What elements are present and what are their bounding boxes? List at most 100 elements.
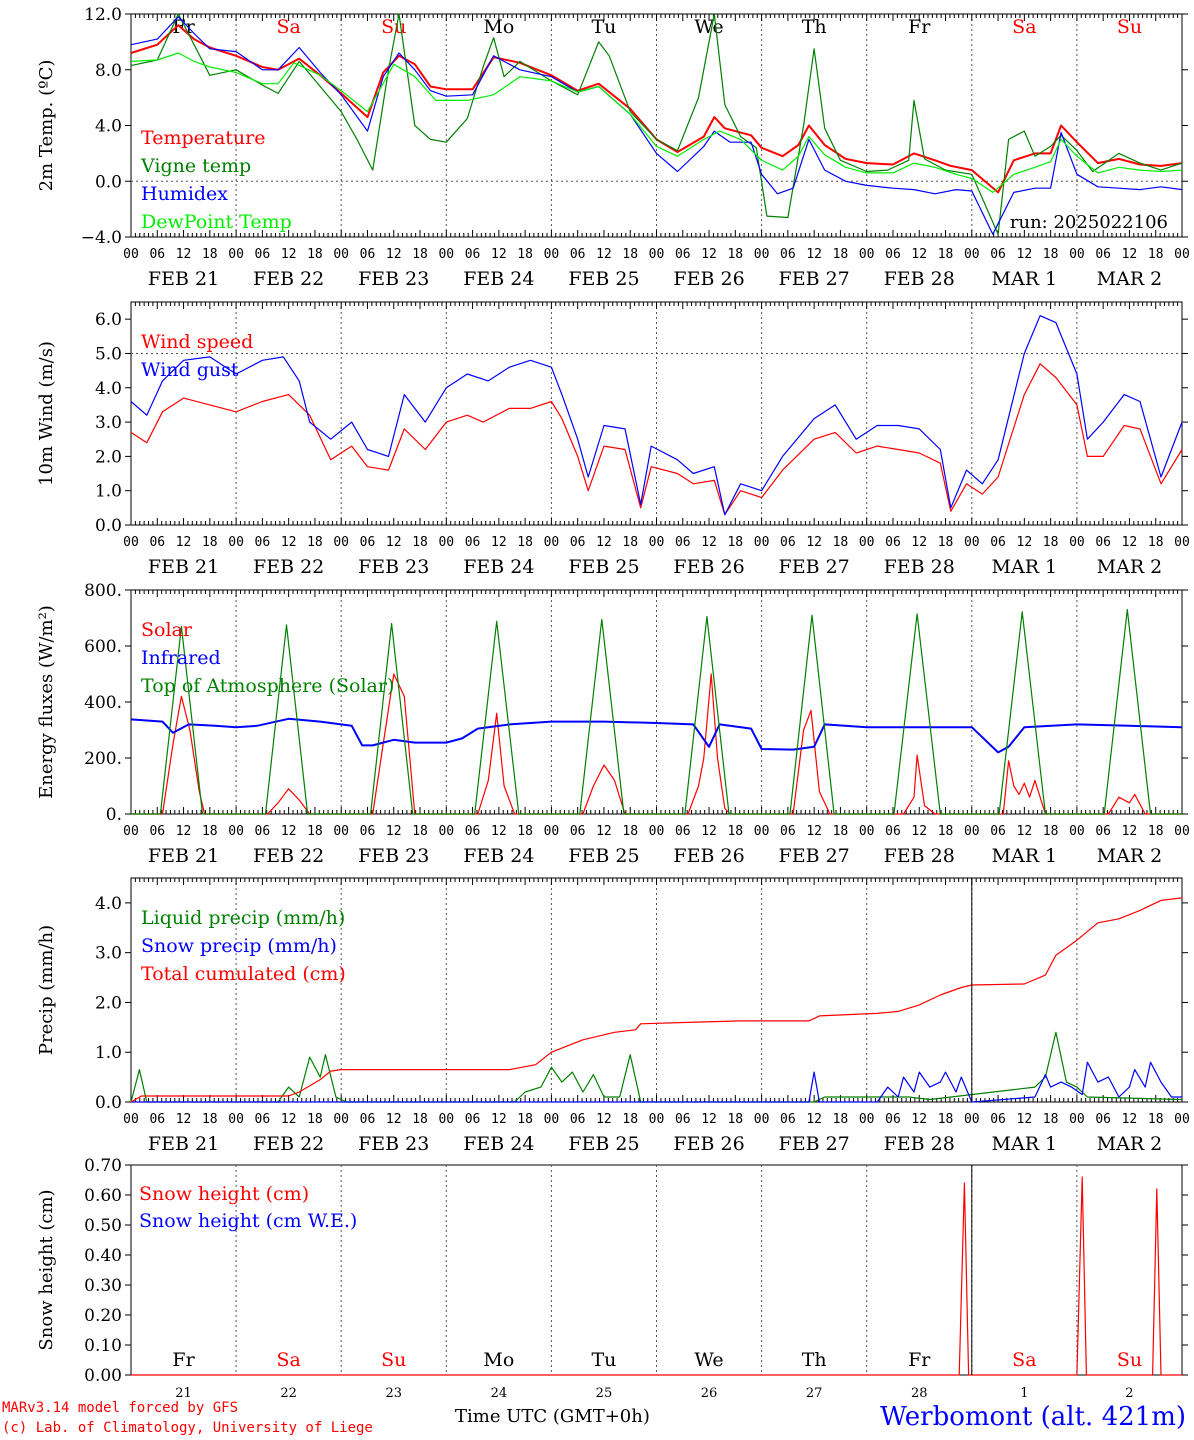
wind-date-label: MAR 1 [992, 556, 1058, 578]
precip-hour-label: 00 [964, 1112, 980, 1127]
temperature-hour-label: 00 [438, 247, 454, 262]
precip-series-line [130, 1031, 1183, 1103]
energy-ylabel: Energy fluxes (W/m²) [36, 605, 57, 799]
temperature-hour-label: 18 [307, 247, 323, 262]
precip-hour-label: 06 [1095, 1112, 1111, 1127]
energy-ytick-label: 600. [84, 637, 122, 657]
energy-hour-label: 18 [622, 824, 638, 839]
precip-date-label: FEB 24 [463, 1133, 534, 1155]
energy-hour-label: 06 [255, 824, 271, 839]
precip-hour-label: 18 [412, 1112, 428, 1127]
temperature-day-label: Fr [908, 16, 931, 38]
snow-day-number: 23 [385, 1386, 402, 1401]
snow-ytick-label: 0.70 [84, 1156, 122, 1176]
temperature-hour-label: 18 [833, 247, 849, 262]
precip-hour-label: 18 [307, 1112, 323, 1127]
temperature-date-label: FEB 27 [779, 268, 850, 290]
energy-date-label: FEB 23 [358, 845, 429, 867]
temperature-hour-label: 06 [885, 247, 901, 262]
temperature-ytick-label: −4.0 [81, 228, 122, 248]
wind-hour-label: 18 [938, 535, 954, 550]
precip-legend-entry: Total cumulated (cm) [141, 963, 346, 985]
energy-date-label: MAR 1 [992, 845, 1058, 867]
temperature-hour-label: 12 [176, 247, 192, 262]
energy-hour-label: 12 [281, 824, 297, 839]
precip-hour-label: 00 [859, 1112, 875, 1127]
energy-hour-label: 00 [123, 824, 139, 839]
wind-hour-label: 12 [1122, 535, 1138, 550]
temperature-hour-label: 18 [1148, 247, 1164, 262]
temperature-hour-label: 06 [675, 247, 691, 262]
wind-ytick-label: 5.0 [95, 344, 122, 364]
snow-day-label: Sa [276, 1349, 300, 1371]
precip-hour-label: 18 [938, 1112, 954, 1127]
temperature-hour-label: 12 [596, 247, 612, 262]
precip-date-label: MAR 1 [992, 1133, 1058, 1155]
temperature-hour-label: 00 [1069, 247, 1085, 262]
temperature-legend-entry: Humidex [141, 183, 228, 205]
lab-credit: (c) Lab. of Climatology, University of L… [2, 1420, 373, 1436]
energy-hour-label: 18 [1043, 824, 1059, 839]
precip-hour-label: 12 [281, 1112, 297, 1127]
energy-hour-label: 06 [885, 824, 901, 839]
precip-hour-label: 12 [701, 1112, 717, 1127]
temperature-hour-label: 06 [255, 247, 271, 262]
temperature-legend-entry: Vigne temp [140, 155, 251, 177]
temperature-hour-label: 12 [386, 247, 402, 262]
temperature-day-label: Sa [1012, 16, 1036, 38]
temperature-hour-label: 06 [360, 247, 376, 262]
energy-hour-label: 18 [202, 824, 218, 839]
energy-hour-label: 18 [833, 824, 849, 839]
wind-hour-label: 00 [964, 535, 980, 550]
snow-day-number: 27 [806, 1386, 823, 1401]
wind-legend-entry: Wind gust [141, 359, 239, 381]
precip-hour-label: 06 [570, 1112, 586, 1127]
precip-hour-label: 12 [1122, 1112, 1138, 1127]
precip-hour-label: 18 [517, 1112, 533, 1127]
wind-hour-label: 00 [859, 535, 875, 550]
precip-series-line [131, 1061, 1182, 1103]
precip-hour-label: 12 [596, 1112, 612, 1127]
wind-hour-label: 18 [1148, 535, 1164, 550]
wind-hour-label: 12 [281, 535, 297, 550]
precip-hour-label: 06 [885, 1112, 901, 1127]
snow-ytick-label: 0.30 [84, 1276, 122, 1296]
wind-hour-label: 18 [517, 535, 533, 550]
snow-ytick-label: 0.00 [84, 1366, 122, 1386]
temperature-date-label: FEB 26 [673, 268, 744, 290]
temperature-hour-label: 12 [281, 247, 297, 262]
precip-date-label: FEB 23 [358, 1133, 429, 1155]
precip-hour-label: 00 [228, 1112, 244, 1127]
precip-legend-entry: Liquid precip (mm/h) [141, 907, 345, 929]
energy-hour-label: 18 [517, 824, 533, 839]
precip-date-label: FEB 27 [779, 1133, 850, 1155]
temperature-hour-label: 00 [544, 247, 560, 262]
temperature-hour-label: 06 [1095, 247, 1111, 262]
energy-hour-label: 00 [649, 824, 665, 839]
snow-day-number: 21 [175, 1386, 192, 1401]
temperature-hour-label: 00 [228, 247, 244, 262]
temperature-day-label: Fr [172, 16, 195, 38]
temperature-hour-label: 00 [964, 247, 980, 262]
precip-series-line [130, 897, 1183, 1103]
temperature-hour-label: 18 [412, 247, 428, 262]
wind-hour-label: 00 [1174, 535, 1190, 550]
snow-day-label: Fr [172, 1349, 195, 1371]
temperature-date-label: FEB 25 [568, 268, 639, 290]
energy-date-label: FEB 27 [779, 845, 850, 867]
precip-ytick-label: 1.0 [95, 1043, 122, 1063]
temperature-legend-entry: Temperature [141, 127, 265, 149]
temperature-hour-label: 06 [780, 247, 796, 262]
precip-hour-label: 00 [1174, 1112, 1190, 1127]
precip-hour-label: 18 [727, 1112, 743, 1127]
temperature-hour-label: 18 [622, 247, 638, 262]
precip-ylabel: Precip (mm/h) [36, 925, 57, 1055]
precip-hour-label: 00 [544, 1112, 560, 1127]
precip-date-label: FEB 28 [884, 1133, 955, 1155]
energy-ytick-label: 200. [84, 749, 122, 769]
energy-hour-label: 00 [333, 824, 349, 839]
energy-hour-label: 12 [176, 824, 192, 839]
wind-hour-label: 06 [465, 535, 481, 550]
temperature-series-line [130, 13, 1183, 235]
energy-hour-label: 12 [596, 824, 612, 839]
